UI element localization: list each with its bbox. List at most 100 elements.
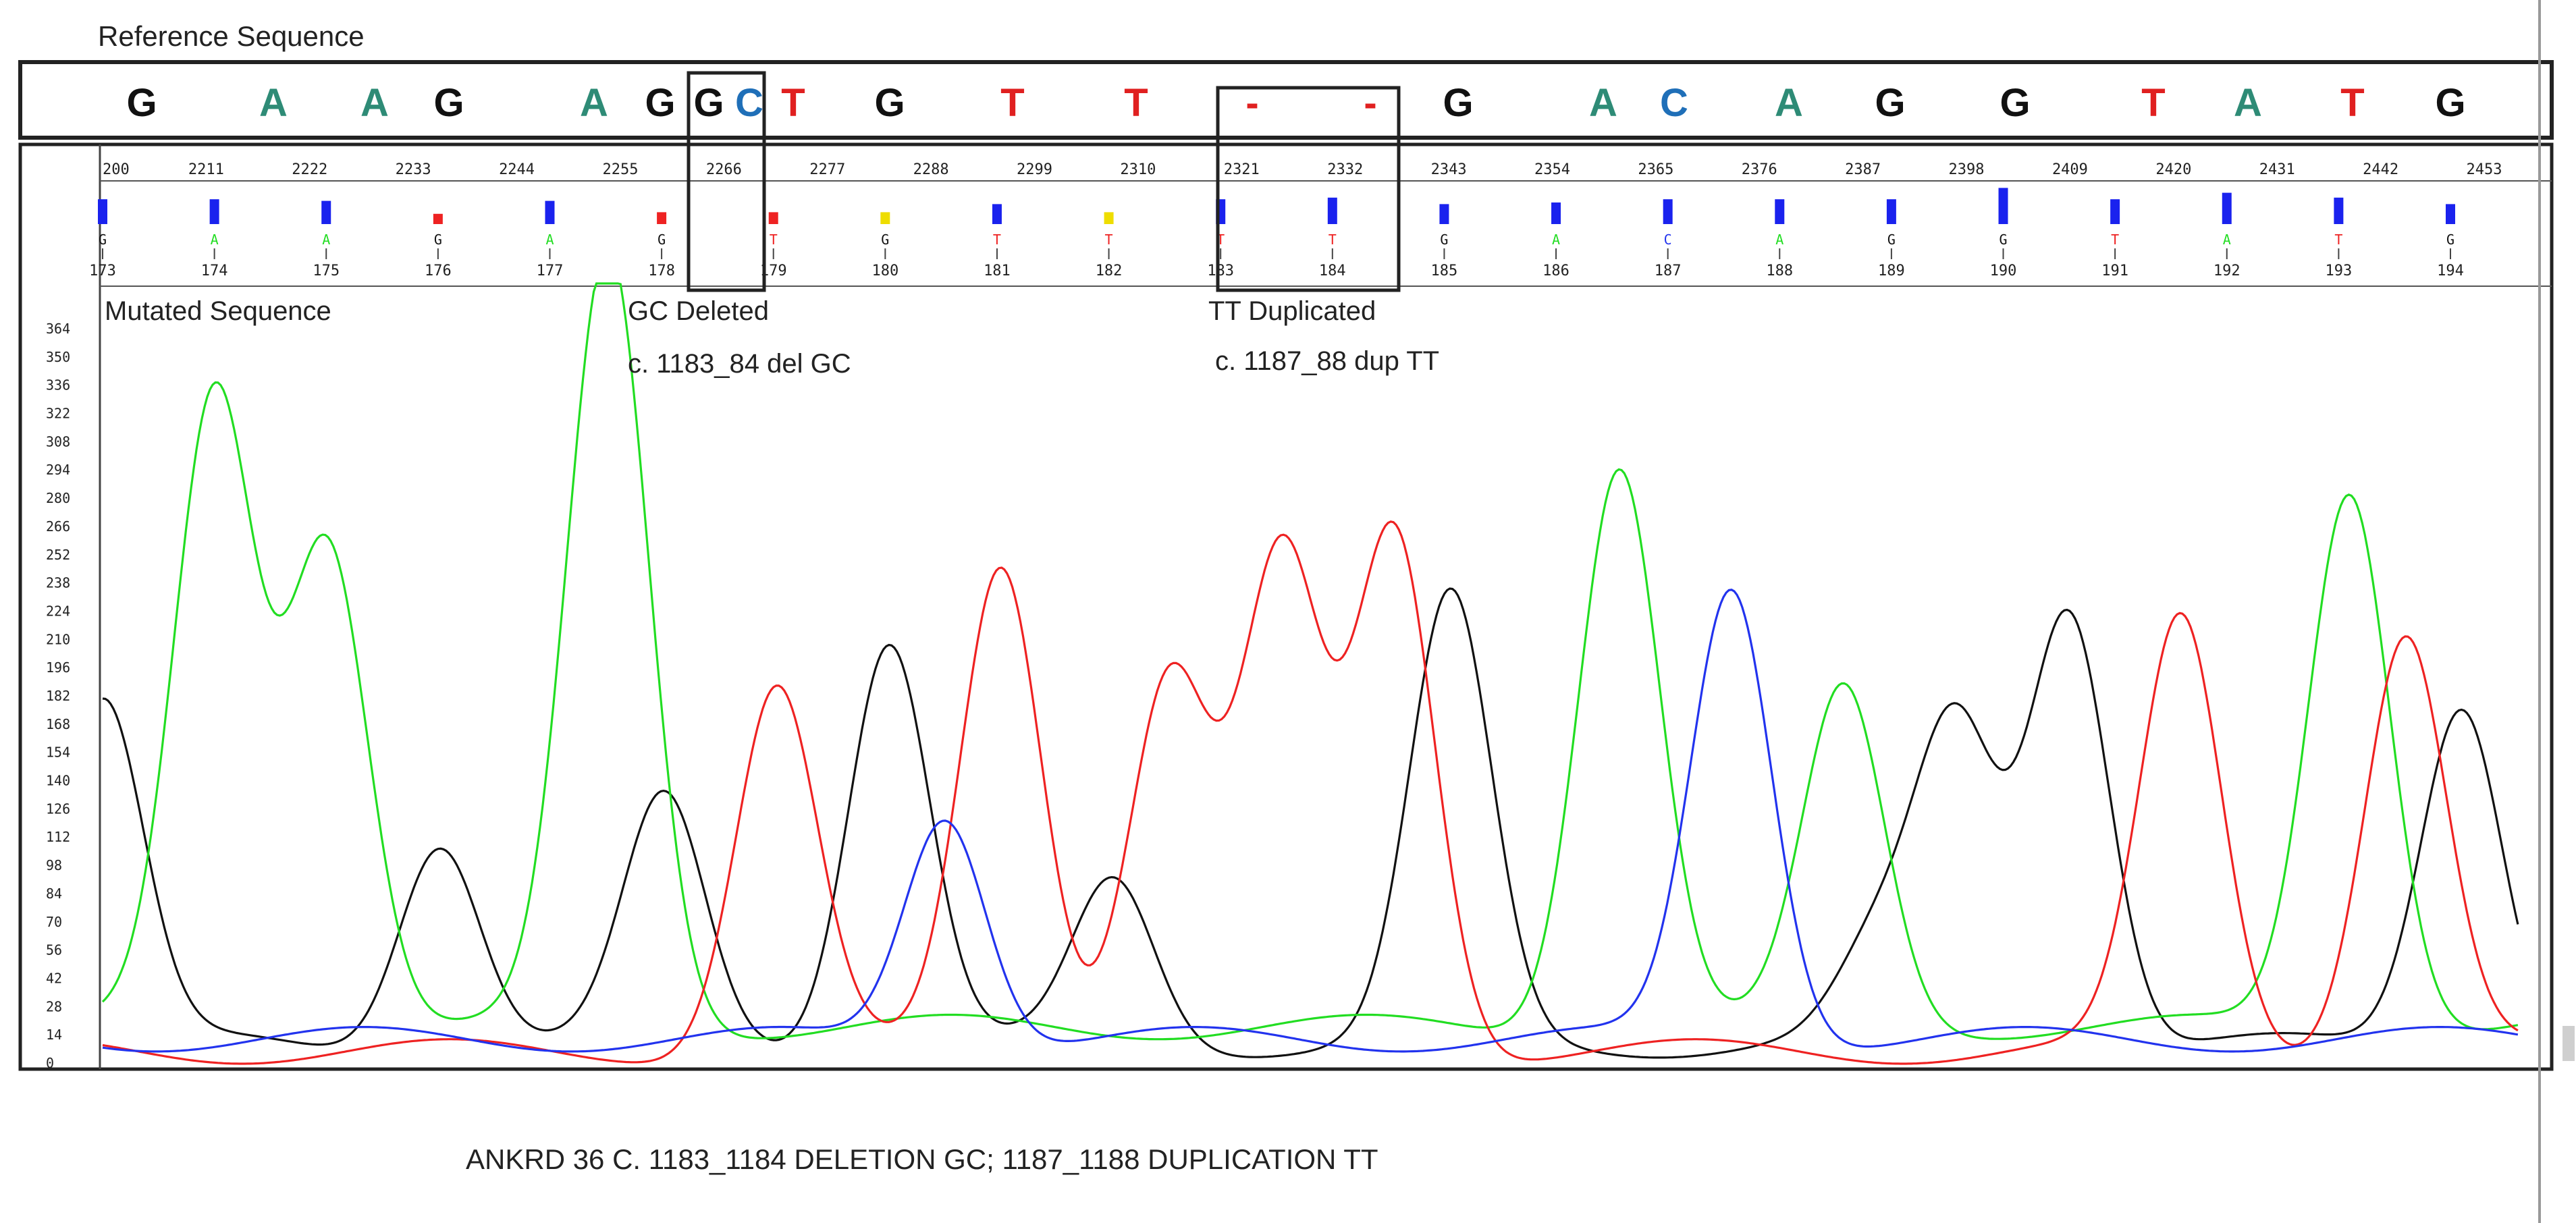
tt-duplicated-hgvs-label: c. 1187_88 dup TT (1215, 346, 1439, 376)
base-call-number: 190 (1990, 263, 2017, 279)
base-call-number: 178 (648, 263, 675, 279)
base-call-number: 174 (201, 263, 228, 279)
reference-base: A (580, 81, 608, 125)
reference-base: T (1124, 81, 1148, 125)
vertical-scrollbar-thumb[interactable] (2562, 1026, 2575, 1061)
base-call-number: 175 (313, 263, 340, 279)
base-call-number: 187 (1655, 263, 1682, 279)
quality-bar (545, 200, 555, 224)
y-tick-label: 28 (46, 998, 62, 1014)
y-tick-label: 56 (46, 942, 62, 958)
y-tick-label: 70 (46, 914, 62, 930)
base-call-number: 180 (871, 263, 898, 279)
quality-bar (1104, 212, 1114, 224)
gc-deleted-hgvs-label: c. 1183_84 del GC (628, 349, 851, 379)
tt-duplicated-label: TT Duplicated (1208, 296, 1376, 326)
base-call-letter: A (322, 232, 330, 248)
base-call-letter: A (211, 232, 219, 248)
base-call-letter: G (2446, 232, 2454, 248)
y-tick-label: 42 (46, 970, 62, 986)
y-tick-label: 294 (46, 462, 70, 478)
base-call-number: 186 (1542, 263, 1569, 279)
reference-base: G (874, 81, 905, 125)
y-tick-label: 364 (46, 321, 70, 337)
quality-bar (2222, 192, 2232, 224)
chromatogram-traces (101, 282, 2519, 1065)
quality-bar (433, 213, 443, 224)
quality-bar (1886, 199, 1896, 224)
reference-base: A (259, 81, 288, 125)
ruler-tick-label: 2420 (2155, 161, 2191, 178)
reference-base: G (2435, 81, 2465, 125)
reference-base: G (2000, 81, 2030, 125)
quality-bar (1327, 197, 1337, 224)
base-call-number: 192 (2213, 263, 2240, 279)
base-call-number: 189 (1878, 263, 1905, 279)
y-tick-label: 266 (46, 518, 70, 535)
quality-bar (2446, 204, 2455, 224)
tt-duplication-highlight-box (1216, 86, 1401, 292)
y-tick-label: 210 (46, 631, 70, 647)
base-call-number: 193 (2326, 263, 2353, 279)
quality-bar (321, 200, 331, 224)
ruler-tick-label: 2376 (1742, 161, 1777, 178)
y-tick-label: 112 (46, 829, 70, 845)
ruler-tick-label: 2244 (499, 161, 535, 178)
quality-bar (209, 199, 219, 224)
ruler-tick-label: 2409 (2052, 161, 2088, 178)
base-call-letter: G (881, 232, 889, 248)
reference-base: C (735, 81, 763, 125)
ruler-tick-label: 200 (103, 161, 130, 178)
ruler-tick-label: 2288 (913, 161, 949, 178)
reference-base: A (1775, 81, 1803, 125)
ruler-tick-label: 2365 (1638, 161, 1673, 178)
y-tick-label: 154 (46, 744, 70, 761)
y-tick-label: 350 (46, 349, 70, 365)
base-call-letter: T (2334, 232, 2342, 248)
y-tick-label: 224 (46, 603, 70, 619)
base-call-letter: T (2111, 232, 2119, 248)
gc-deletion-highlight-box (687, 71, 766, 292)
quality-bar (1998, 188, 2008, 224)
base-call-letter: G (658, 232, 666, 248)
quality-bar (657, 212, 667, 224)
ruler-tick-label: 2277 (809, 161, 845, 178)
base-call-number: 181 (984, 263, 1011, 279)
intensity-y-axis: 3643503363223082942802662522382242101961… (46, 321, 70, 1071)
reference-base: G (1875, 81, 1905, 125)
ruler-tick-label: 2343 (1431, 161, 1467, 178)
ruler-tick-label: 2398 (1949, 161, 1985, 178)
base-call-number: 177 (537, 263, 564, 279)
reference-base: A (360, 81, 389, 125)
reference-base: A (1589, 81, 1617, 125)
base-call-letter: A (2223, 232, 2231, 248)
y-tick-label: 336 (46, 377, 70, 393)
ruler-tick-label: 2211 (188, 161, 224, 178)
trace-line-A (101, 282, 2519, 1041)
y-tick-label: 322 (46, 406, 70, 422)
quality-bar (880, 212, 890, 224)
base-call-letter: G (1440, 232, 1448, 248)
ruler-tick-label: 2321 (1224, 161, 1260, 178)
ruler-tick-label: 2255 (602, 161, 638, 178)
y-tick-label: 196 (46, 659, 70, 676)
base-call-letter: G (99, 232, 107, 248)
y-tick-label: 168 (46, 716, 70, 732)
base-call-letter: A (1552, 232, 1560, 248)
base-call-number: 182 (1096, 263, 1123, 279)
y-tick-label: 182 (46, 688, 70, 704)
base-call-number: 188 (1766, 263, 1793, 279)
base-call-letter: T (1105, 232, 1113, 248)
base-call-letter: T (1329, 232, 1337, 248)
base-call-number: 173 (89, 263, 116, 279)
base-call-track: G173A174A175G176A177G178T179G180T181T182… (89, 188, 2464, 279)
y-tick-label: 308 (46, 433, 70, 450)
quality-bar (768, 212, 778, 224)
quality-bar (1663, 199, 1673, 224)
reference-base: T (2340, 81, 2364, 125)
ruler-tick-label: 2266 (706, 161, 742, 178)
base-call-number: 183 (1207, 263, 1234, 279)
trace-line-C (102, 589, 2519, 1053)
